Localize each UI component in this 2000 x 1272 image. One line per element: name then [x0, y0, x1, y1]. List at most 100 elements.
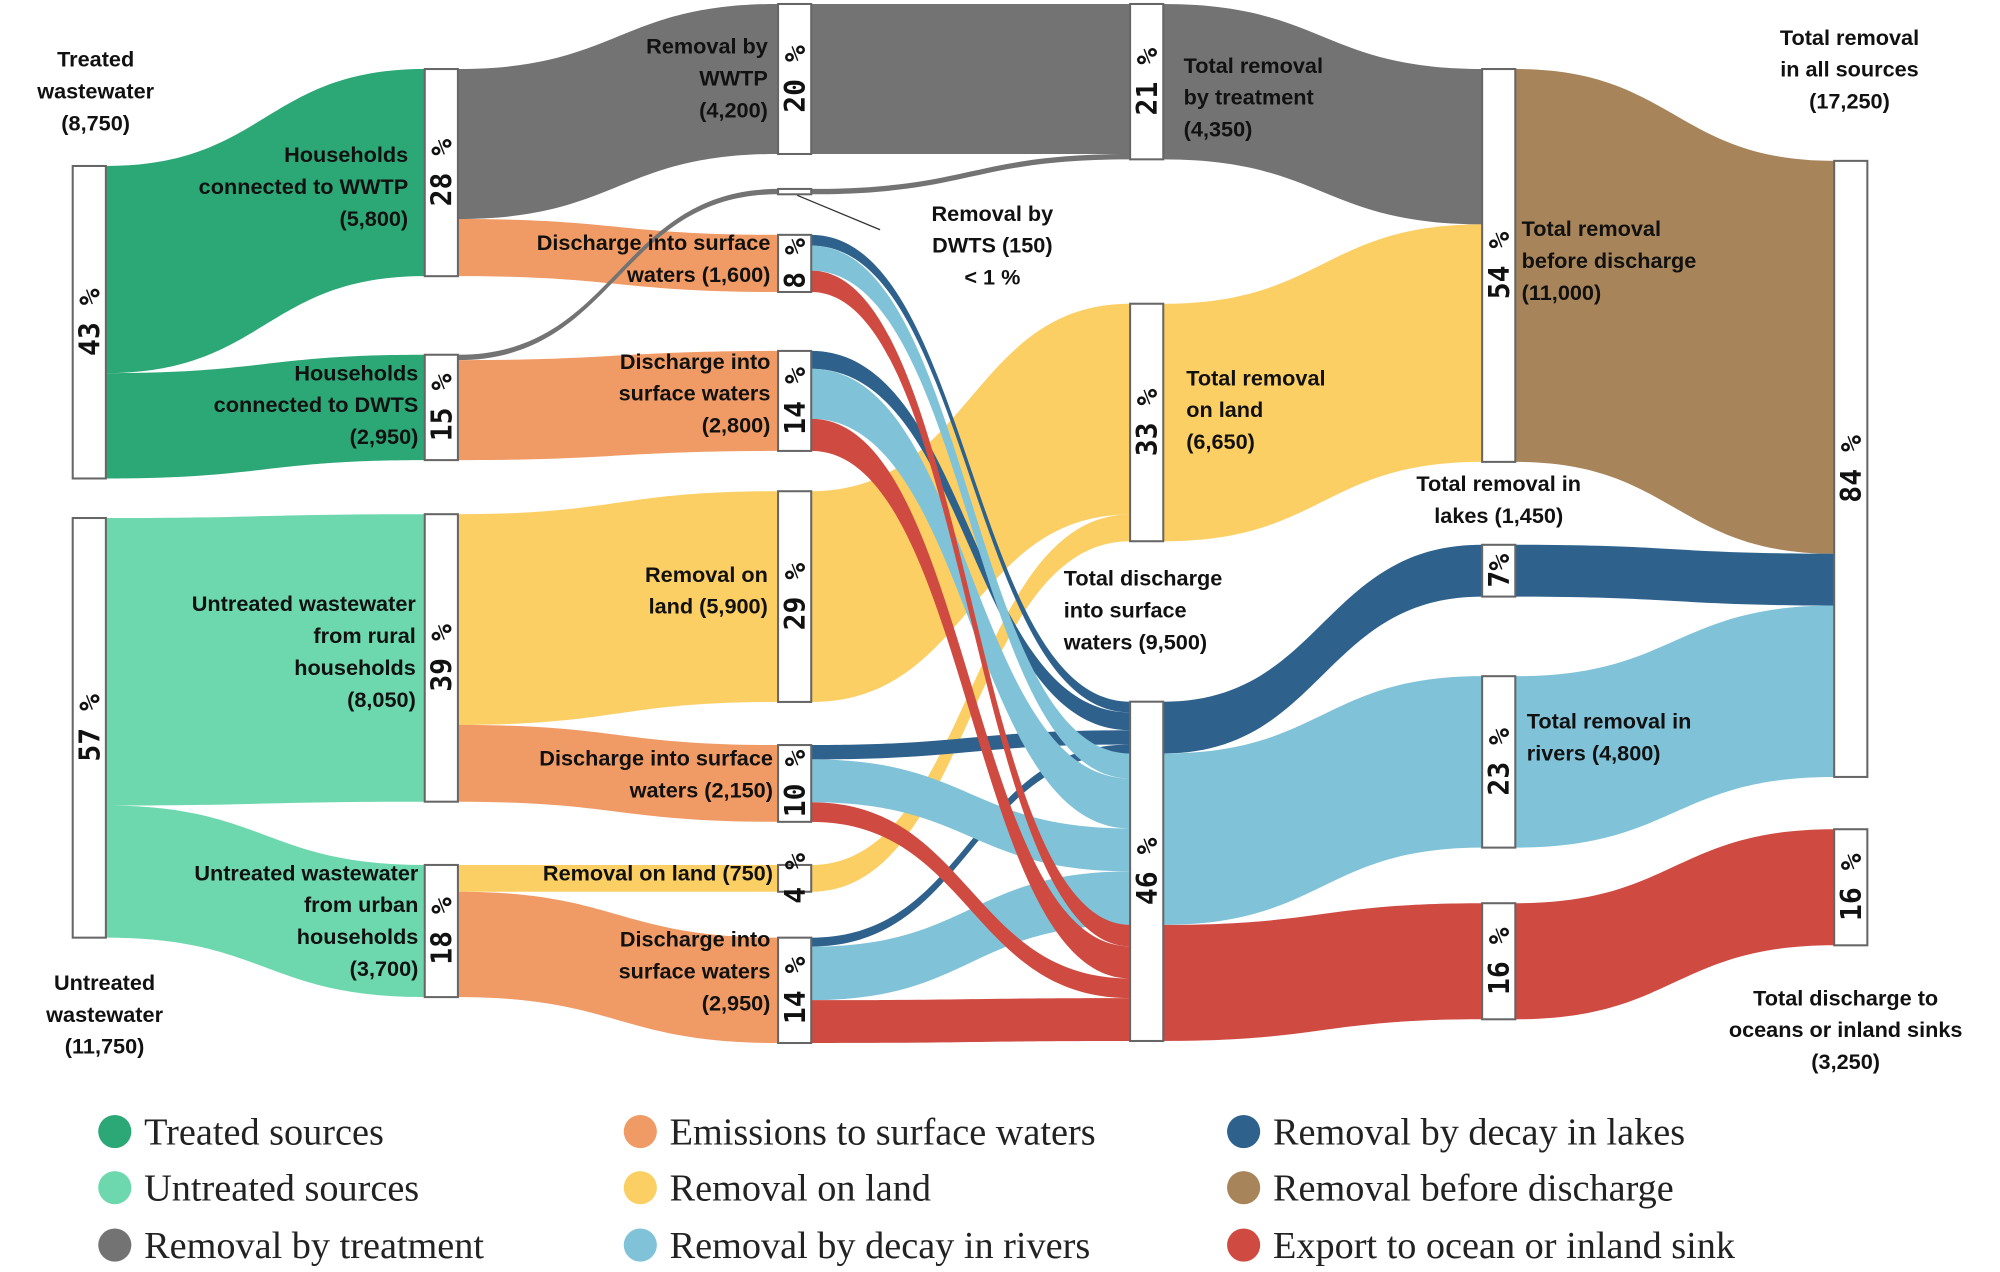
node-Ub — [423, 863, 459, 999]
link-S1-to-TD-ocean — [811, 270, 1131, 947]
node-percent-BD: 54 % — [1483, 232, 1516, 300]
node-label-S4: Discharge into surface waters (2,950) — [619, 927, 771, 1016]
node-label-AR: Total removal in all sources (17,250) — [1780, 25, 1919, 114]
node-label-TD: Total discharge into surface waters (9,500… — [1063, 566, 1223, 655]
link-D-to-S2-emissions — [457, 350, 779, 461]
node-label-W: Households connected to WWTP (5,800) — [199, 142, 408, 231]
legend-label: Treated sources — [144, 1111, 384, 1153]
node-percent-S1: 8 % — [779, 238, 812, 289]
node-L1 — [777, 490, 813, 703]
node-percent-W: 28 % — [426, 139, 459, 207]
node-D — [423, 353, 459, 462]
node-label-TT: Total removal by treatment (4,350) — [1184, 53, 1323, 142]
legend-swatch — [623, 1171, 657, 1205]
node-label-S2: Discharge into surface waters (2,800) — [619, 349, 771, 438]
link-RW-to-TT-treatment — [811, 3, 1131, 154]
link-U-to-Ub-untreated — [105, 805, 425, 998]
legend-item: Removal by decay in rivers — [623, 1225, 1091, 1267]
node-percent-T: 43 % — [73, 288, 106, 356]
legend-item: Removal by decay in lakes — [1227, 1111, 1685, 1153]
legend-swatch — [98, 1171, 132, 1205]
node-OS — [1833, 828, 1869, 947]
legend-label: Removal by decay in lakes — [1273, 1111, 1685, 1153]
link-S2-to-TD-ocean — [811, 418, 1131, 979]
legend-item: Removal before discharge — [1227, 1167, 1674, 1209]
node-L2 — [777, 863, 813, 893]
node-percent-Ub: 18 % — [426, 897, 459, 965]
node-OC — [1481, 902, 1517, 1021]
legend-swatch — [98, 1114, 132, 1149]
node-percent-R: 39 % — [426, 624, 459, 692]
node-percent-S3: 10 % — [779, 750, 812, 818]
legend-label: Emissions to surface waters — [670, 1111, 1096, 1153]
legend-swatch — [1227, 1228, 1261, 1262]
legend-label: Untreated sources — [144, 1167, 419, 1209]
legend-swatch — [1227, 1171, 1261, 1205]
node-R — [423, 513, 459, 803]
link-BD-to-AR-before — [1515, 69, 1835, 554]
legend-item: Treated sources — [98, 1111, 384, 1153]
link-RD-to-TT-treatment — [811, 153, 1131, 195]
node-percent-AR: 84 % — [1835, 435, 1868, 503]
link-S1-to-TD-rivers — [811, 245, 1131, 779]
link-TD-to-LK-lakes — [1163, 544, 1483, 754]
legend-item: Removal on land — [623, 1167, 931, 1209]
node-percent-TL: 33 % — [1131, 389, 1164, 457]
link-RV-to-AR-rivers — [1515, 605, 1835, 848]
node-label-S1: Discharge into surface waters (1,600) — [537, 230, 771, 287]
legend-label: Removal on land — [670, 1167, 931, 1209]
node-percent-OS: 16 % — [1835, 853, 1868, 921]
node-percent-RV: 23 % — [1483, 728, 1516, 796]
node-percent-LK: 7% — [1483, 554, 1516, 588]
node-percent-TT: 21 % — [1131, 48, 1164, 116]
node-percent-L2: 4 % — [779, 853, 812, 904]
node-RW — [777, 2, 813, 156]
node-S2 — [777, 349, 813, 452]
link-Ub-to-L2-land — [457, 864, 779, 892]
link-TD-to-RV-rivers — [1163, 676, 1483, 925]
node-LK — [1481, 543, 1517, 598]
link-S4-to-TD-ocean — [811, 998, 1131, 1044]
link-OC-to-OS-ocean — [1515, 829, 1835, 1020]
node-S4 — [777, 936, 813, 1045]
link-D-to-RD-treatment — [457, 188, 779, 361]
node-label-D: Households connected to DWTS (2,950) — [214, 360, 419, 449]
node-U — [71, 516, 107, 939]
link-R-to-L1-land — [457, 491, 779, 725]
node-percent-S2: 14 % — [779, 367, 812, 435]
link-S2-to-TD-lakes — [811, 350, 1131, 731]
link-W-to-S1-emissions — [457, 219, 779, 292]
node-label-RW: Removal by WWTP (4,200) — [646, 34, 768, 123]
node-W — [423, 68, 459, 278]
link-Ub-to-S4-emissions — [457, 891, 779, 1044]
node-label-Ub: Untreated wastewater from urban households… — [194, 860, 419, 981]
node-T — [71, 164, 107, 480]
legend-label: Removal by decay in rivers — [670, 1225, 1091, 1267]
link-R-to-S3-emissions — [457, 724, 779, 822]
node-label-R: Untreated wastewater from rural households… — [192, 591, 417, 712]
legend-item: Untreated sources — [98, 1167, 419, 1209]
node-label-RD: Removal by DWTS (150) < 1 % — [932, 201, 1054, 290]
node-label-L1: Removal on land (5,900) — [645, 562, 768, 619]
node-label-U: Untreated wastewater (11,750) — [45, 970, 163, 1059]
node-percent-TD: 46 % — [1131, 837, 1164, 905]
legend-swatch — [1227, 1114, 1261, 1149]
node-percent-S4: 14 % — [779, 956, 812, 1024]
legend-swatch — [98, 1228, 132, 1262]
legend-label: Removal by treatment — [144, 1225, 484, 1267]
legend-label: Removal before discharge — [1273, 1167, 1674, 1209]
node-TD — [1129, 700, 1165, 1042]
legend-swatch — [623, 1228, 657, 1262]
node-percent-RW: 20 % — [779, 45, 812, 113]
link-W-to-RW-treatment — [457, 3, 779, 220]
node-label-L2: Removal on land (750) — [543, 860, 773, 885]
link-TT-to-BD-treatment — [1163, 3, 1483, 225]
legend-item: Removal by treatment — [98, 1225, 484, 1267]
link-T-to-W-treated — [105, 69, 425, 374]
node-percent-D: 15 % — [426, 374, 459, 442]
node-BD — [1481, 68, 1517, 463]
link-S1-to-TD-lakes — [811, 234, 1131, 713]
link-U-to-R-untreated — [105, 514, 425, 806]
node-label-T: Treated wastewater (8,750) — [36, 46, 154, 135]
node-RD — [777, 187, 813, 196]
